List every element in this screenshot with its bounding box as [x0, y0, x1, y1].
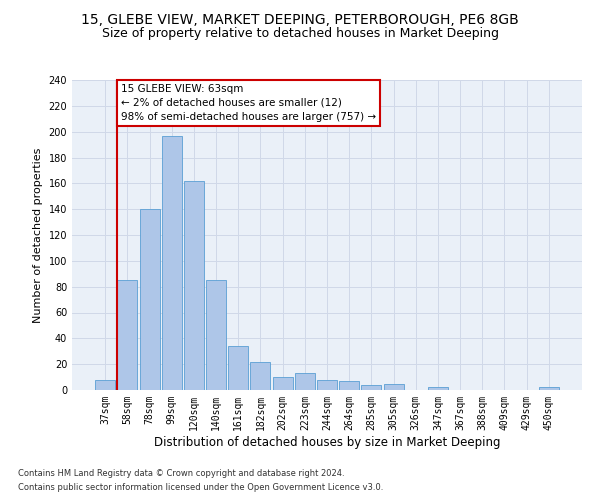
X-axis label: Distribution of detached houses by size in Market Deeping: Distribution of detached houses by size … [154, 436, 500, 448]
Bar [383, 384, 404, 390]
Bar [228, 346, 248, 390]
Bar [339, 381, 359, 390]
Bar [295, 373, 315, 390]
Bar [118, 280, 137, 390]
Bar [184, 180, 204, 390]
Y-axis label: Number of detached properties: Number of detached properties [33, 148, 43, 322]
Text: 15 GLEBE VIEW: 63sqm
← 2% of detached houses are smaller (12)
98% of semi-detach: 15 GLEBE VIEW: 63sqm ← 2% of detached ho… [121, 84, 376, 122]
Text: Size of property relative to detached houses in Market Deeping: Size of property relative to detached ho… [101, 28, 499, 40]
Bar [206, 280, 226, 390]
Bar [428, 388, 448, 390]
Text: Contains HM Land Registry data © Crown copyright and database right 2024.: Contains HM Land Registry data © Crown c… [18, 468, 344, 477]
Text: Contains public sector information licensed under the Open Government Licence v3: Contains public sector information licen… [18, 484, 383, 492]
Bar [140, 209, 160, 390]
Bar [162, 136, 182, 390]
Bar [539, 388, 559, 390]
Bar [272, 377, 293, 390]
Bar [361, 385, 382, 390]
Bar [250, 362, 271, 390]
Bar [95, 380, 115, 390]
Text: 15, GLEBE VIEW, MARKET DEEPING, PETERBOROUGH, PE6 8GB: 15, GLEBE VIEW, MARKET DEEPING, PETERBOR… [81, 12, 519, 26]
Bar [317, 380, 337, 390]
